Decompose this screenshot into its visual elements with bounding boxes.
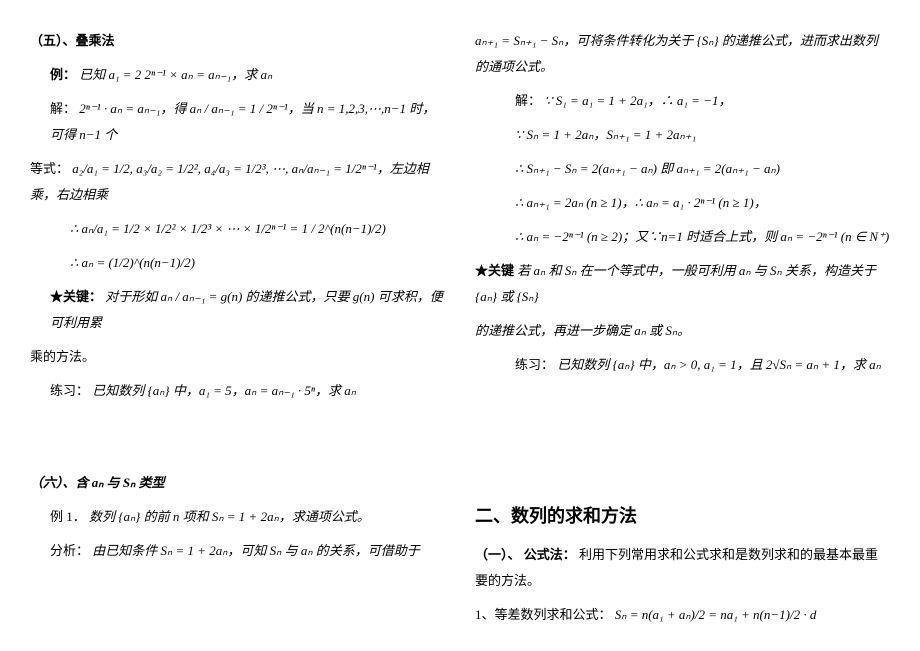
- r-key-label: ★关键: [475, 263, 514, 278]
- key-line: ★关键： 对于形如 aₙ / aₙ₋₁ = g(n) 的递推公式，只要 g(n)…: [30, 284, 445, 336]
- r-practice-text: 已知数列 {aₙ} 中，aₙ > 0, a₁ = 1，且 2√Sₙ = aₙ +…: [557, 357, 881, 372]
- formula1: Sₙ = n(a₁ + aₙ)/2 = na₁ + n(n−1)/2 · d: [615, 607, 817, 622]
- key-label: ★关键：: [50, 289, 102, 304]
- example-line: 例： 已知 a₁ = 2 2ⁿ⁻¹ × aₙ = aₙ₋₁，求 aₙ: [30, 62, 445, 88]
- r-sol-label: 解：: [515, 93, 541, 108]
- formula1-label: 1、等差数列求和公式：: [475, 607, 612, 622]
- r-line4: ∴ aₙ₊₁ = 2aₙ (n ≥ 1)，∴ aₙ = a₁ · 2ⁿ⁻¹ (n…: [475, 190, 890, 216]
- r-line5: ∴ aₙ = −2ⁿ⁻¹ (n ≥ 2)；又∵n=1 时适合上式，则 aₙ = …: [475, 224, 890, 250]
- sec6-title: （六）、含 aₙ 与 Sₙ 类型: [30, 470, 445, 496]
- r-line2: ∵ Sₙ = 1 + 2aₙ，Sₙ₊₁ = 1 + 2aₙ₊₁: [475, 122, 890, 148]
- ex1-label: 例 1．: [50, 509, 86, 524]
- ex1-text: 数列 {aₙ} 的前 n 项和 Sₙ = 1 + 2aₙ，求通项公式。: [89, 509, 370, 524]
- practice-text: 已知数列 {aₙ} 中，a₁ = 5，aₙ = aₙ₋₁ · 5ⁿ，求 aₙ: [92, 383, 356, 398]
- formula1-line: 1、等差数列求和公式： Sₙ = n(a₁ + aₙ)/2 = na₁ + n(…: [475, 602, 890, 628]
- example-text: 已知 a₁ = 2 2ⁿ⁻¹ × aₙ = aₙ₋₁，求 aₙ: [79, 67, 272, 82]
- equation-label: 等式：: [30, 161, 69, 176]
- r-line1: ∵ S₁ = a₁ = 1 + 2a₁，∴ a₁ = −1，: [544, 93, 731, 108]
- section2-title: 二、数列的求和方法: [475, 498, 890, 534]
- equation-line: 等式： a₂/a₁ = 1/2, a₃/a₂ = 1/2², a₄/a₃ = 1…: [30, 156, 445, 208]
- key-line2: 乘的方法。: [30, 344, 445, 370]
- solution-text1: 2ⁿ⁻¹ · aₙ = aₙ₋₁，得 aₙ / aₙ₋₁ = 1 / 2ⁿ⁻¹，…: [50, 101, 435, 142]
- analysis-line: 分析： 由已知条件 Sₙ = 1 + 2aₙ，可知 Sₙ 与 aₙ 的关系，可借…: [30, 538, 445, 564]
- practice-line: 练习： 已知数列 {aₙ} 中，a₁ = 5，aₙ = aₙ₋₁ · 5ⁿ，求 …: [30, 378, 445, 404]
- key-text: 对于形如 aₙ / aₙ₋₁ = g(n) 的递推公式，只要 g(n) 可求积，…: [50, 289, 443, 330]
- r-key-line2: 的递推公式，再进一步确定 aₙ 或 Sₙ。: [475, 318, 890, 344]
- analysis-text: 由已知条件 Sₙ = 1 + 2aₙ，可知 Sₙ 与 aₙ 的关系，可借助于: [92, 543, 420, 558]
- r-practice-line: 练习： 已知数列 {aₙ} 中，aₙ > 0, a₁ = 1，且 2√Sₙ = …: [475, 352, 890, 378]
- derivation-1: ∴ aₙ/a₁ = 1/2 × 1/2² × 1/2³ × ⋯ × 1/2ⁿ⁻¹…: [30, 216, 445, 242]
- r-line0: aₙ₊₁ = Sₙ₊₁ − Sₙ，可将条件转化为关于 {Sₙ} 的递推公式，进而…: [475, 28, 890, 80]
- sec6-title-text: （六）、含 aₙ 与 Sₙ 类型: [30, 475, 165, 490]
- solution-label: 解：: [50, 101, 76, 116]
- r-key-text: 若 aₙ 和 Sₙ 在一个等式中，一般可利用 aₙ 与 Sₙ 关系，构造关于 {…: [475, 263, 876, 304]
- left-column: （五）、叠乘法 例： 已知 a₁ = 2 2ⁿ⁻¹ × aₙ = aₙ₋₁，求 …: [30, 20, 445, 636]
- practice-label: 练习：: [50, 383, 89, 398]
- r-practice-label: 练习：: [515, 357, 554, 372]
- equation-text: a₂/a₁ = 1/2, a₃/a₂ = 1/2², a₄/a₃ = 1/2³,…: [30, 161, 429, 202]
- derivation-2: ∴ aₙ = (1/2)^(n(n−1)/2): [30, 250, 445, 276]
- sec5-title: （五）、叠乘法: [30, 28, 445, 54]
- analysis-label: 分析：: [50, 543, 89, 558]
- r-line3: ∴ Sₙ₊₁ − Sₙ = 2(aₙ₊₁ − aₙ) 即 aₙ₊₁ = 2(aₙ…: [475, 156, 890, 182]
- example-label: 例：: [50, 67, 76, 82]
- sub1-title: （一）、 公式法：: [475, 547, 576, 562]
- sub1-line: （一）、 公式法： 利用下列常用求和公式求和是数列求和的最基本最重要的方法。: [475, 542, 890, 594]
- solution-line1: 解： 2ⁿ⁻¹ · aₙ = aₙ₋₁，得 aₙ / aₙ₋₁ = 1 / 2ⁿ…: [30, 96, 445, 148]
- right-column: aₙ₊₁ = Sₙ₊₁ − Sₙ，可将条件转化为关于 {Sₙ} 的递推公式，进而…: [475, 20, 890, 636]
- r-key-line: ★关键 若 aₙ 和 Sₙ 在一个等式中，一般可利用 aₙ 与 Sₙ 关系，构造…: [475, 258, 890, 310]
- r-sol-line1: 解： ∵ S₁ = a₁ = 1 + 2a₁，∴ a₁ = −1，: [475, 88, 890, 114]
- ex1-line: 例 1． 数列 {aₙ} 的前 n 项和 Sₙ = 1 + 2aₙ，求通项公式。: [30, 504, 445, 530]
